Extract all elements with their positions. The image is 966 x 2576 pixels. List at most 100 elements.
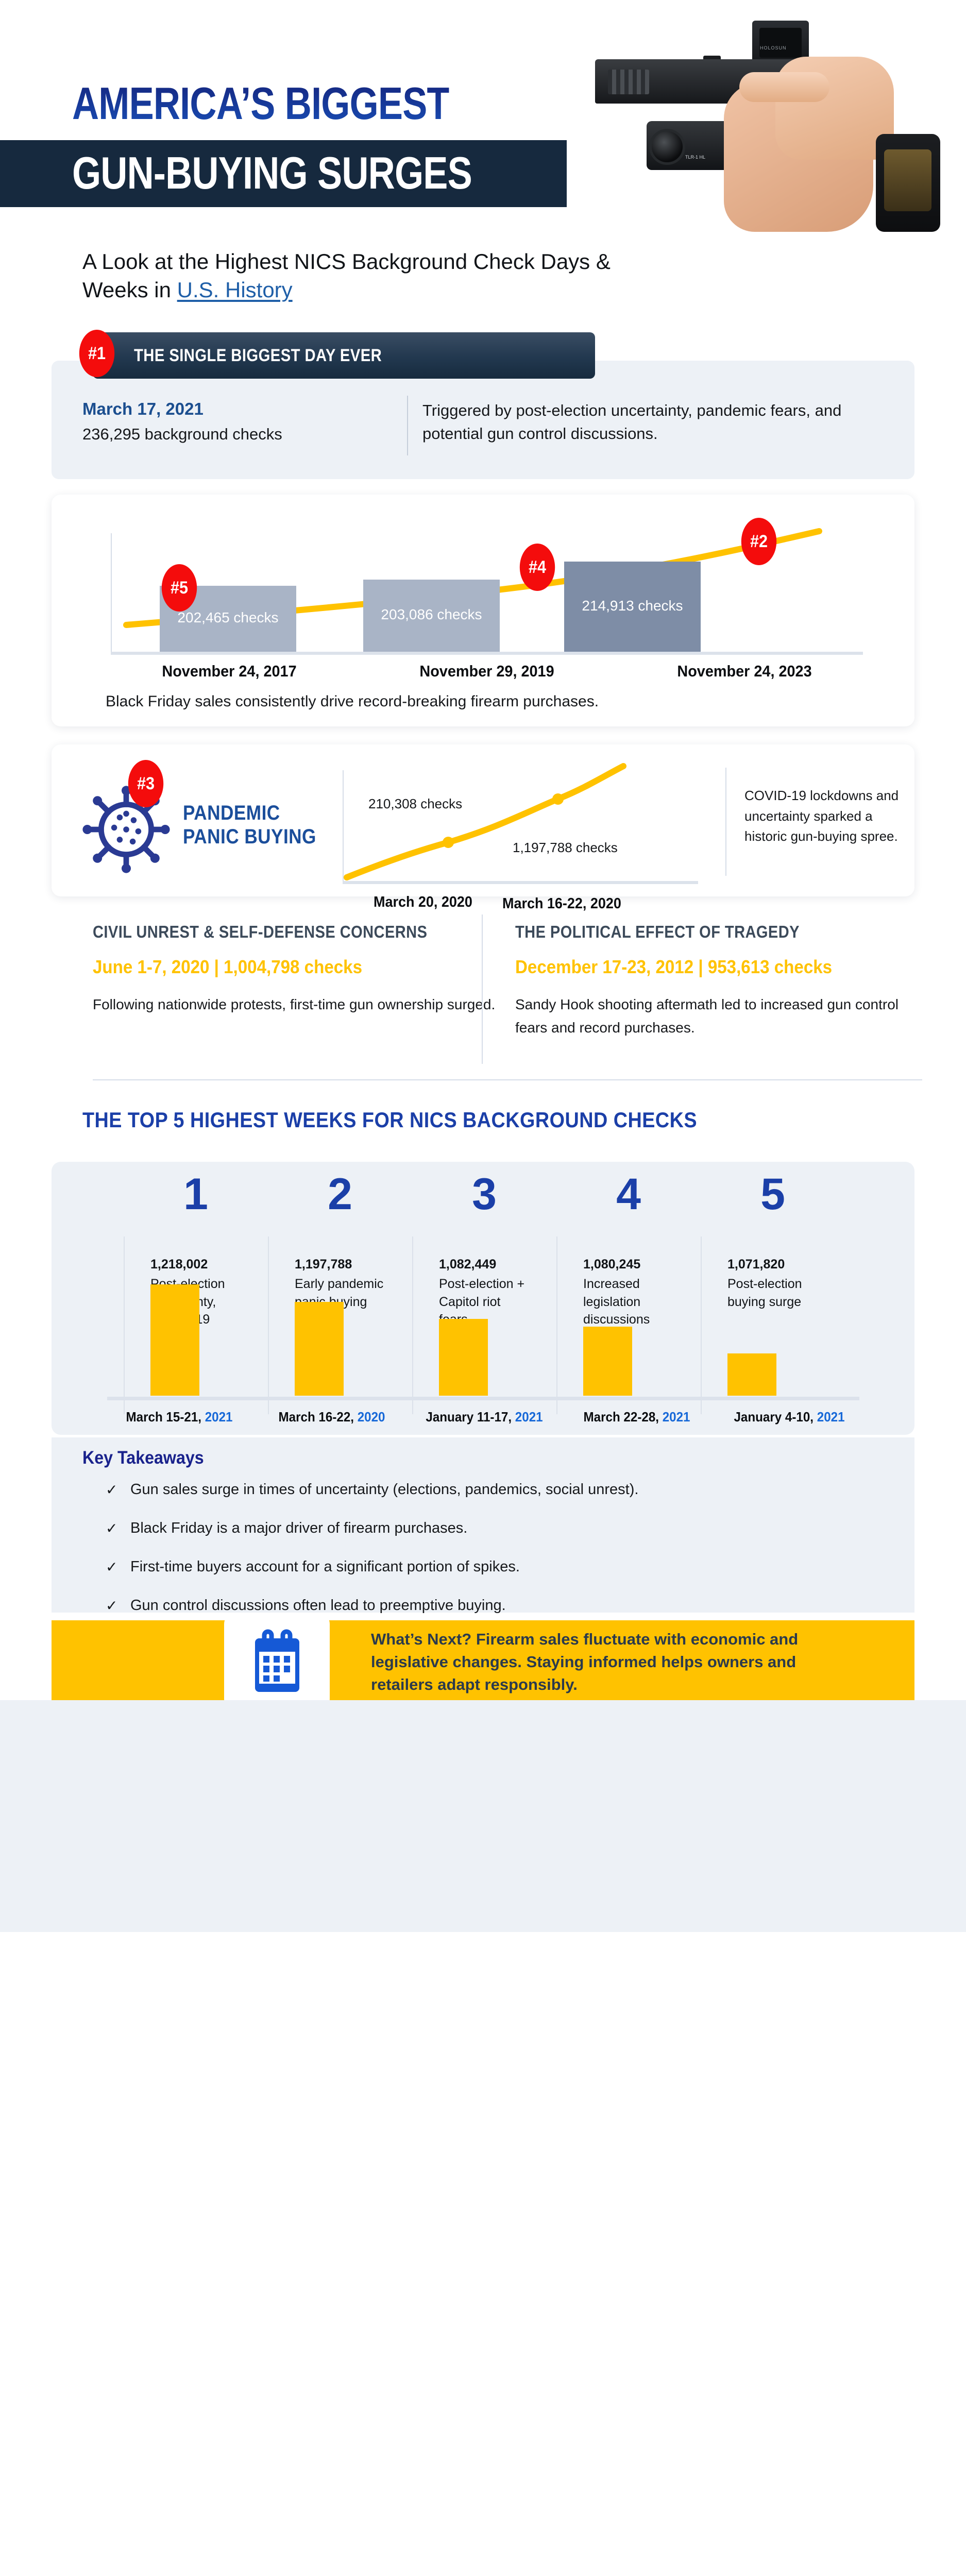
whats-next-text: What’s Next? Firearm sales fluctuate wit… <box>371 1630 799 1694</box>
pandemic-title-line2: PANIC BUYING <box>183 825 316 848</box>
top5-x-axis <box>107 1397 859 1400</box>
top5-description: Post-election + Capitol riot fears <box>439 1277 525 1327</box>
top5-column: 4 1,080,245 Increased legislation discussi… <box>556 1172 701 1414</box>
top5-rank: 2 <box>328 1170 352 1219</box>
check-icon: ✓ <box>106 1598 118 1614</box>
pandemic-card <box>52 744 914 896</box>
bf-y-axis <box>111 533 112 652</box>
top5-bar <box>439 1319 488 1396</box>
takeaway-text: Gun control discussions often lead to pr… <box>130 1597 506 1614</box>
civil-unrest-body: Following nationwide protests, first-tim… <box>93 996 496 1012</box>
takeaway-item: ✓ First-time buyers account for a signifi… <box>106 1558 853 1575</box>
page-title-line1: AMERICA’S BIGGEST <box>72 78 450 129</box>
top5-date-label: March 22-28, 2021 <box>583 1409 690 1425</box>
pandemic-note: COVID-19 lockdowns and uncertainty spark… <box>744 788 899 844</box>
political-effect-column: THE POLITICAL EFFECT OF TRAGEDY December… <box>515 922 922 1040</box>
pistol-photo: HOLOSUN TLR-1 HL <box>554 5 966 232</box>
biggest-day-date: March 17, 2021 <box>82 399 204 418</box>
calendar-icon <box>255 1629 299 1692</box>
rank-badge-3: #3 <box>128 760 164 807</box>
subtitle-text: A Look at the Highest NICS Background Ch… <box>82 249 611 302</box>
pandemic-week-date: March 16-22, 2020 <box>502 895 621 912</box>
pandemic-day-value: 210,308 checks <box>368 796 463 811</box>
optic-brand-label: HOLOSUN <box>760 45 787 50</box>
weapon-light-lens <box>649 129 685 165</box>
bf-x-axis <box>111 652 863 655</box>
rank-badge-2: #2 <box>741 518 777 565</box>
key-takeaways-list: ✓ Gun sales surge in times of uncertainty… <box>106 1481 853 1636</box>
hero-header: AMERICA’S BIGGEST GUN-BUYING SURGES HOLO… <box>0 0 966 242</box>
political-effect-body: Sandy Hook shooting aftermath led to inc… <box>515 996 899 1036</box>
check-icon: ✓ <box>106 1520 118 1536</box>
top5-bar <box>150 1284 199 1396</box>
civil-unrest-column: CIVIL UNREST & SELF-DEFENSE CONCERNS Jun… <box>93 922 500 1016</box>
bf-category-labels: November 24, 2017 November 29, 2019 Novemb… <box>100 662 873 681</box>
top5-separator <box>556 1236 557 1414</box>
check-icon: ✓ <box>106 1482 118 1498</box>
top5-bar <box>295 1302 344 1396</box>
bf-bar-value: 203,086 checks <box>381 606 482 622</box>
top5-date-label: March 16-22, 2020 <box>278 1409 385 1425</box>
top5-date-label: March 15-21, 2021 <box>126 1409 233 1425</box>
top5-value: 1,197,788 <box>295 1257 352 1272</box>
black-friday-note: Black Friday sales consistently drive re… <box>106 693 599 710</box>
rank-badge-4: #4 <box>519 544 555 591</box>
rank-badge-1: #1 <box>79 330 115 377</box>
pandemic-line <box>344 763 626 880</box>
key-takeaways-title: Key Takeaways <box>82 1448 204 1468</box>
pandemic-title: PANDEMIC PANIC BUYING <box>183 801 316 849</box>
top5-title: THE TOP 5 HIGHEST WEEKS FOR NICS BACKGRO… <box>82 1108 698 1132</box>
bf-bar: 203,086 checks <box>363 580 500 652</box>
top5-bar <box>583 1327 632 1396</box>
takeaway-item: ✓ Gun control discussions often lead to p… <box>106 1597 853 1614</box>
bf-category-label: November 24, 2023 <box>677 662 812 680</box>
pandemic-divider <box>725 768 726 876</box>
two-column-divider <box>482 914 483 1064</box>
civil-unrest-stat: June 1-7, 2020 | 1,004,798 checks <box>93 956 363 977</box>
wristwatch <box>876 134 940 232</box>
pandemic-day-date: March 20, 2020 <box>374 894 472 910</box>
slide-serrations <box>608 70 649 94</box>
political-effect-stat: December 17-23, 2012 | 953,613 checks <box>515 956 833 977</box>
biggest-day-banner: THE SINGLE BIGGEST DAY EVER <box>93 332 595 379</box>
takeaway-text: Gun sales surge in times of uncertainty … <box>130 1481 639 1498</box>
takeaway-item: ✓ Black Friday is a major driver of firea… <box>106 1520 853 1537</box>
pandemic-y-axis <box>343 770 344 881</box>
top5-description: Post-election buying surge <box>727 1277 802 1309</box>
fingers <box>739 72 829 102</box>
biggest-day-stats: March 17, 2021 236,295 background checks <box>82 399 402 444</box>
subtitle-link[interactable]: U.S. History <box>177 278 293 302</box>
bf-bar-value: 202,465 checks <box>177 609 279 625</box>
top5-separator <box>268 1236 269 1414</box>
top5-separator <box>412 1236 413 1414</box>
top5-rank: 4 <box>616 1170 641 1219</box>
civil-unrest-heading: CIVIL UNREST & SELF-DEFENSE CONCERNS <box>93 922 428 941</box>
biggest-day-divider <box>407 396 408 455</box>
key-takeaways-card <box>52 1437 914 1613</box>
light-brand-label: TLR-1 HL <box>685 155 706 160</box>
top5-value: 1,080,245 <box>583 1257 641 1272</box>
takeaway-item: ✓ Gun sales surge in times of uncertainty… <box>106 1481 853 1498</box>
check-icon: ✓ <box>106 1559 118 1575</box>
top5-rank: 1 <box>183 1170 208 1219</box>
page-title-line2: GUN-BUYING SURGES <box>72 147 472 198</box>
top5-separator <box>701 1236 702 1414</box>
top5-date-label: January 4-10, 2021 <box>734 1409 845 1425</box>
bf-category-label: November 24, 2017 <box>162 662 297 680</box>
political-effect-heading: THE POLITICAL EFFECT OF TRAGEDY <box>515 922 800 941</box>
pandemic-chart: 210,308 checks 1,197,788 checks March 20… <box>343 763 719 912</box>
top5-rank: 3 <box>472 1170 497 1219</box>
whats-next-banner <box>52 1620 914 1700</box>
top5-date-label: January 11-17, 2021 <box>426 1409 543 1425</box>
bf-bar-value: 214,913 checks <box>582 597 683 614</box>
whats-next-icon-box <box>224 1613 330 1710</box>
bf-bar: 214,913 checks <box>564 562 701 652</box>
top5-date-labels: March 15-21, 2021 March 16-22, 2020 Januar… <box>103 1409 866 1425</box>
biggest-day-description: Triggered by post-election uncertainty, … <box>422 401 842 443</box>
takeaway-text: Black Friday is a major driver of firear… <box>130 1520 468 1536</box>
top5-separator <box>124 1236 125 1414</box>
title-band <box>0 140 567 207</box>
